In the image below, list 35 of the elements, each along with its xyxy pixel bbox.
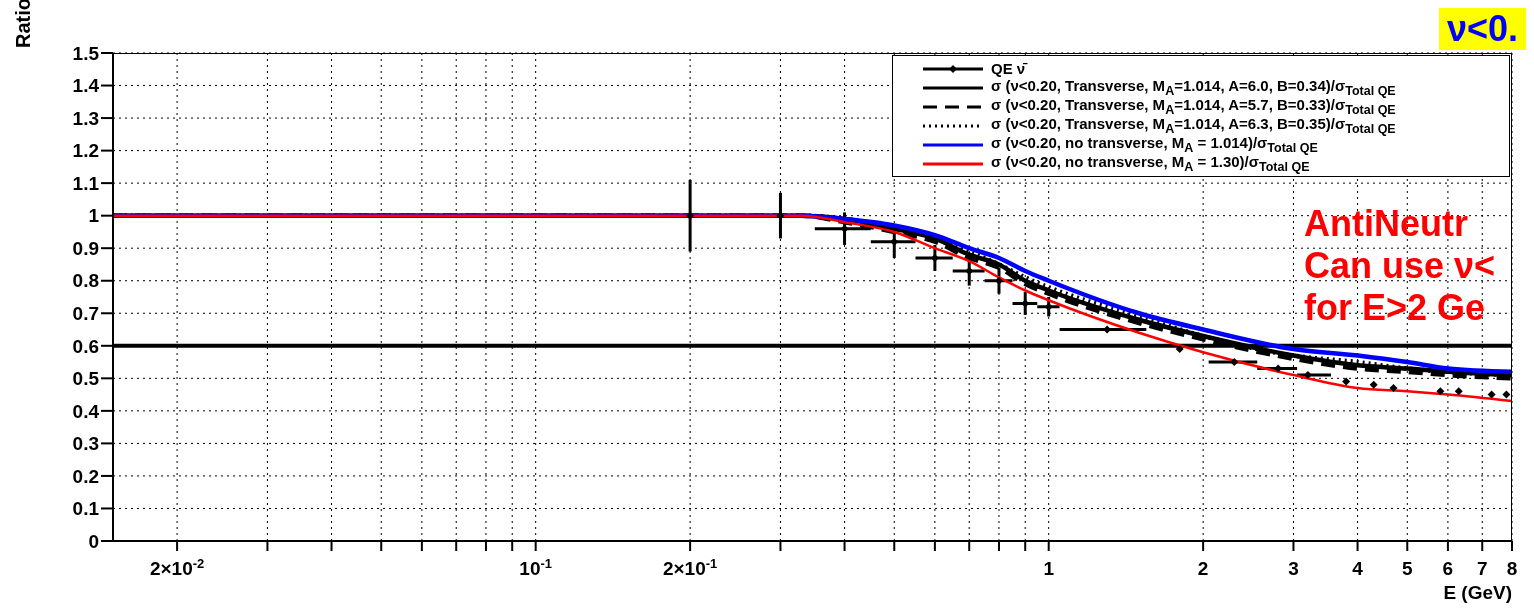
x-tick-label: 10$^{-1}$ — [519, 555, 553, 579]
y-tick-label: 1.1 — [72, 172, 100, 194]
y-tick-label: 0.1 — [72, 498, 100, 520]
y-tick-label: 0.6 — [72, 335, 99, 357]
x-tick-label: 2×10$^{-2}$ — [149, 555, 205, 579]
y-tick-label: 0 — [88, 530, 99, 552]
text: ν<0. — [1438, 8, 1526, 50]
y-tick-label: 1.4 — [72, 75, 100, 97]
legend-label: σ (ν<0.20, Transverse, M$_{A}$=1.014, A=6.0, B=0.34)/σ$_{Total QE}$ — [991, 77, 1396, 98]
x-tick-label: 4 — [1352, 558, 1364, 579]
y-tick-label: 0.3 — [72, 433, 99, 455]
x-tick-label: 8 — [1506, 558, 1518, 579]
legend-label: QE ν̄ — [991, 60, 1026, 77]
x-tick-label: 2×10$^{-1}$ — [662, 555, 718, 579]
x-tick-label: 2 — [1197, 558, 1209, 579]
y-tick-label: 1.3 — [72, 107, 99, 129]
x-axis-title: E (GeV) — [1443, 582, 1512, 604]
y-tick-label: 0.8 — [72, 270, 99, 292]
y-tick-label: 1 — [88, 205, 100, 227]
y-tick-label: 0.7 — [72, 303, 99, 325]
x-tick-label: 7 — [1476, 558, 1488, 579]
x-tick-label: 3 — [1288, 558, 1299, 579]
annotation: Can use ν< — [1304, 245, 1496, 286]
y-tick-label: 1.5 — [72, 42, 100, 64]
x-tick-label: 5 — [1401, 558, 1413, 579]
y-tick-label: 0.4 — [72, 400, 100, 422]
y-tick-label: 0.5 — [72, 368, 100, 390]
y-tick-label: 0.2 — [72, 465, 99, 487]
y-tick-label: 0.9 — [72, 237, 99, 259]
y-tick-label: 1.2 — [72, 140, 99, 162]
x-tick-label: 6 — [1442, 558, 1454, 579]
annotation: AntiNeutr — [1304, 203, 1468, 244]
x-tick-label: 1 — [1043, 558, 1055, 579]
legend-label: σ (ν<0.20, no transverse, M$_{A}$ = 1.014)/σ$_{Total QE}$ — [991, 134, 1318, 155]
annotation: for E>2 Ge — [1304, 287, 1486, 328]
